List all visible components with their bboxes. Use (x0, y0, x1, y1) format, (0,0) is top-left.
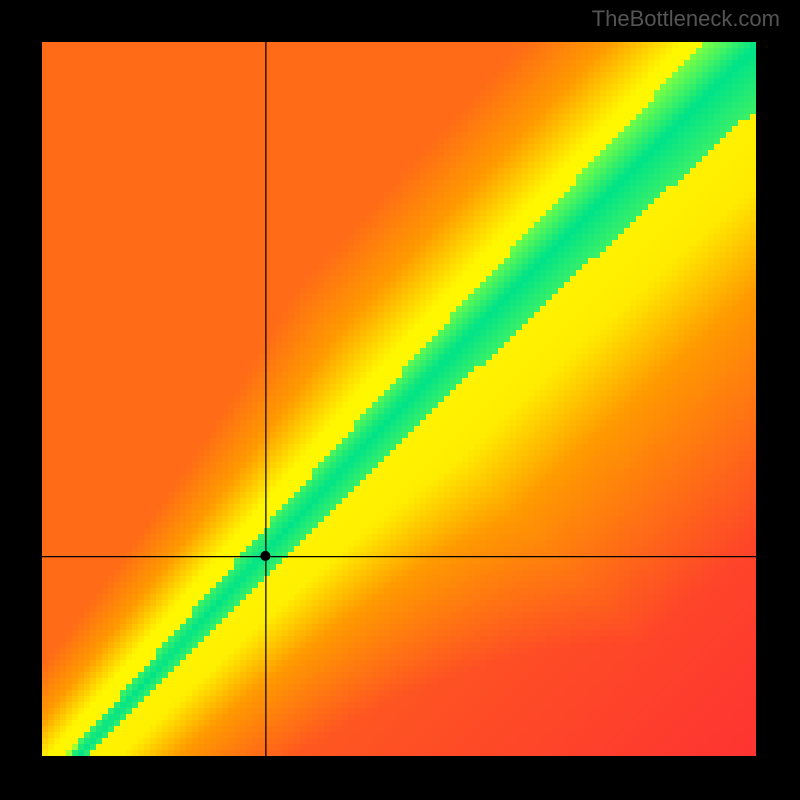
heatmap-canvas (42, 42, 758, 758)
bottleneck-heatmap (42, 42, 758, 758)
watermark-text: TheBottleneck.com (592, 6, 780, 32)
